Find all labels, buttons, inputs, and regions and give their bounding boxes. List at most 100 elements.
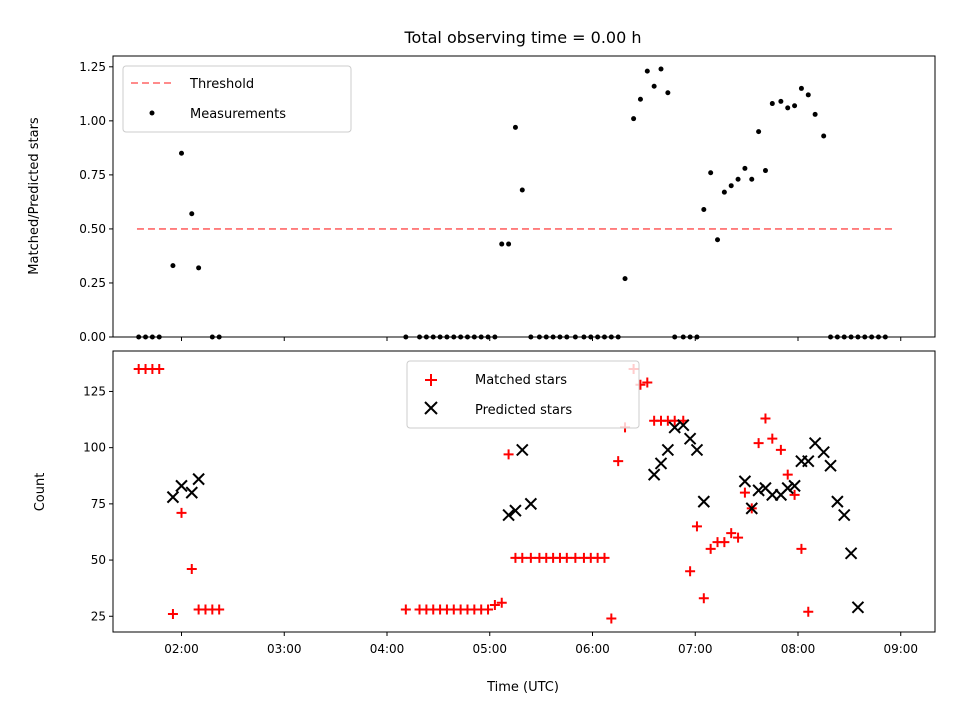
matched-point <box>705 543 716 554</box>
measurement-point <box>543 334 549 340</box>
matched-point <box>561 552 572 563</box>
matched-point <box>767 433 778 444</box>
matched-point <box>167 609 178 620</box>
measurement-point <box>792 103 798 109</box>
matched-point <box>214 604 225 615</box>
y-tick-label: 1.25 <box>79 60 106 74</box>
matched-point <box>400 604 411 615</box>
measurement-point <box>512 124 518 130</box>
legend-measurements-swatch <box>149 110 155 116</box>
y-tick-label: 50 <box>91 553 106 567</box>
x-tick-label: 08:00 <box>781 642 816 656</box>
matched-point <box>517 552 528 563</box>
x-axis-label: Time (UTC) <box>486 680 559 695</box>
matched-point <box>525 552 536 563</box>
measurement-point <box>209 334 215 340</box>
measurement-point <box>528 334 534 340</box>
matched-point <box>154 363 165 374</box>
predicted-point <box>683 432 697 445</box>
predicted-point <box>738 475 752 488</box>
measurement-point <box>492 334 498 340</box>
legend-predicted-label: Predicted stars <box>475 403 572 418</box>
count-marks <box>133 363 865 624</box>
measurement-point <box>848 334 854 340</box>
y-tick-label: 1.00 <box>79 114 106 128</box>
predicted-point <box>752 484 765 497</box>
measurement-point <box>828 334 834 340</box>
x-tick-label: 02:00 <box>164 642 199 656</box>
measurement-point <box>749 176 755 182</box>
predicted-point <box>654 457 668 470</box>
measurement-point <box>464 334 470 340</box>
predicted-point <box>745 502 758 515</box>
y-tick-label: 0.75 <box>79 168 106 182</box>
y-tick-label: 25 <box>91 609 106 623</box>
measurement-point <box>608 334 614 340</box>
matched-point <box>489 600 500 611</box>
measurement-point <box>875 334 881 340</box>
matched-point <box>599 552 610 563</box>
measurement-point <box>821 133 827 139</box>
ratio-legend-box <box>122 65 352 133</box>
predicted-point <box>661 443 675 457</box>
predicted-point <box>851 601 865 614</box>
measurement-point <box>170 263 176 269</box>
measurement-point <box>742 165 748 171</box>
chart-title: Total observing time = 0.00 h <box>403 28 641 47</box>
measurement-point <box>179 150 184 156</box>
matched-point <box>782 469 793 480</box>
count-x-ticks: 02:00 03:00 04:00 05:00 06:00 07:00 08:00 09:00 <box>164 632 918 656</box>
predicted-point <box>831 495 844 508</box>
measurement-point <box>728 183 734 189</box>
predicted-point <box>516 443 529 457</box>
legend-threshold-label: Threshold <box>189 77 254 92</box>
matched-point <box>606 613 617 624</box>
predicted-point <box>502 508 515 522</box>
measurement-point <box>622 276 628 282</box>
measurement-point <box>651 83 657 89</box>
matched-point <box>176 507 187 518</box>
measurement-point <box>665 90 671 96</box>
measurement-point <box>189 211 195 217</box>
predicted-point <box>817 445 830 459</box>
measurement-point <box>869 334 875 340</box>
measurement-point <box>430 334 436 340</box>
matched-point <box>691 521 702 532</box>
measurement-point <box>519 187 525 193</box>
ratio-marks <box>136 66 894 340</box>
measurement-point <box>785 105 791 111</box>
measurement-point <box>471 334 477 340</box>
measurement-point <box>417 334 423 340</box>
measurement-point <box>762 168 768 174</box>
y-tick-label: 100 <box>83 441 106 455</box>
measurement-point <box>637 96 643 102</box>
matched-point <box>739 487 750 498</box>
matched-point <box>719 537 730 548</box>
matched-point <box>698 593 709 604</box>
x-tick-label: 06:00 <box>575 642 610 656</box>
measurement-point <box>403 334 409 340</box>
matched-point <box>642 377 653 388</box>
ratio-y-axis-label: Matched/Predicted stars <box>27 117 42 275</box>
y-tick-label: 0.25 <box>79 276 106 290</box>
measurement-point <box>798 85 804 91</box>
measurement-point <box>756 129 762 135</box>
measurement-point <box>149 334 155 340</box>
measurement-point <box>769 101 775 107</box>
measurement-point <box>499 241 505 247</box>
measurement-point <box>564 334 570 340</box>
measurement-point <box>680 334 686 340</box>
measurement-point <box>136 334 142 340</box>
predicted-point <box>824 459 837 472</box>
predicted-point <box>647 468 661 481</box>
matched-point <box>775 444 786 455</box>
ratio-x-ticks <box>181 337 902 341</box>
predicted-point <box>844 547 858 560</box>
count-y-axis-label: Count <box>33 473 48 512</box>
measurement-point <box>216 334 222 340</box>
measurement-point <box>557 334 563 340</box>
predicted-point <box>185 486 198 499</box>
count-y-ticks: 25 50 75 100 125 <box>83 384 113 623</box>
predicted-point <box>509 504 522 517</box>
measurement-point <box>478 334 484 340</box>
